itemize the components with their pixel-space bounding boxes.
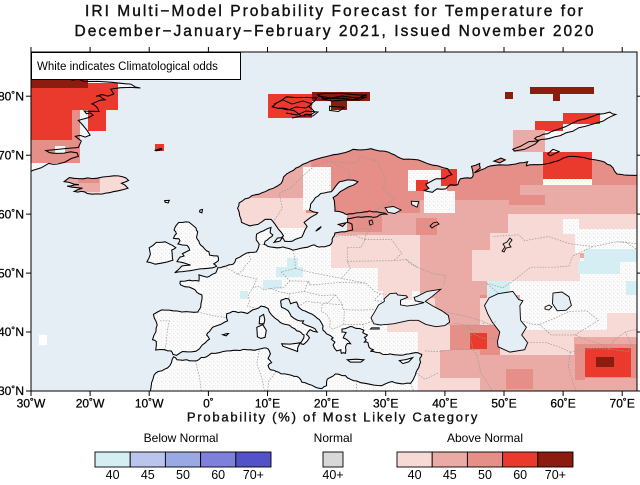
svg-text:40: 40: [106, 468, 120, 480]
svg-text:30˚N: 30˚N: [0, 384, 24, 398]
svg-text:60˚N: 60˚N: [0, 207, 24, 221]
svg-text:10˚E: 10˚E: [255, 397, 280, 411]
svg-text:Probability (%) of Most Likely: Probability (%) of Most Likely Category: [187, 410, 479, 425]
svg-text:0˚: 0˚: [203, 397, 214, 411]
svg-text:60˚E: 60˚E: [550, 397, 575, 411]
svg-text:45: 45: [141, 468, 155, 480]
svg-text:40˚N: 40˚N: [0, 325, 24, 339]
svg-text:Above Normal: Above Normal: [447, 431, 523, 445]
svg-text:70+: 70+: [243, 468, 264, 480]
svg-text:40˚E: 40˚E: [432, 397, 457, 411]
svg-text:White indicates Climatological: White indicates Climatological odds: [37, 61, 218, 73]
svg-text:IRI Multi−Model Probability Fo: IRI Multi−Model Probability Forecast for…: [85, 3, 585, 20]
svg-text:Normal: Normal: [314, 431, 353, 445]
svg-text:45: 45: [443, 468, 457, 480]
svg-text:80˚N: 80˚N: [0, 89, 24, 103]
svg-text:December−January−February 2021: December−January−February 2021, Issued N…: [74, 23, 595, 40]
svg-text:30˚E: 30˚E: [373, 397, 398, 411]
svg-text:20˚E: 20˚E: [314, 397, 339, 411]
svg-text:30˚W: 30˚W: [17, 397, 46, 411]
svg-text:60: 60: [211, 468, 225, 480]
svg-text:50: 50: [478, 468, 492, 480]
svg-text:70+: 70+: [545, 468, 566, 480]
svg-text:10˚W: 10˚W: [135, 397, 164, 411]
svg-text:70˚N: 70˚N: [0, 148, 24, 162]
svg-text:40+: 40+: [322, 468, 343, 480]
svg-text:50˚E: 50˚E: [491, 397, 516, 411]
svg-text:70˚E: 70˚E: [610, 397, 635, 411]
svg-text:20˚W: 20˚W: [76, 397, 105, 411]
svg-text:50: 50: [176, 468, 190, 480]
svg-text:Below Normal: Below Normal: [144, 431, 219, 445]
svg-text:50˚N: 50˚N: [0, 266, 24, 280]
svg-text:60: 60: [513, 468, 527, 480]
svg-text:40: 40: [408, 468, 422, 480]
